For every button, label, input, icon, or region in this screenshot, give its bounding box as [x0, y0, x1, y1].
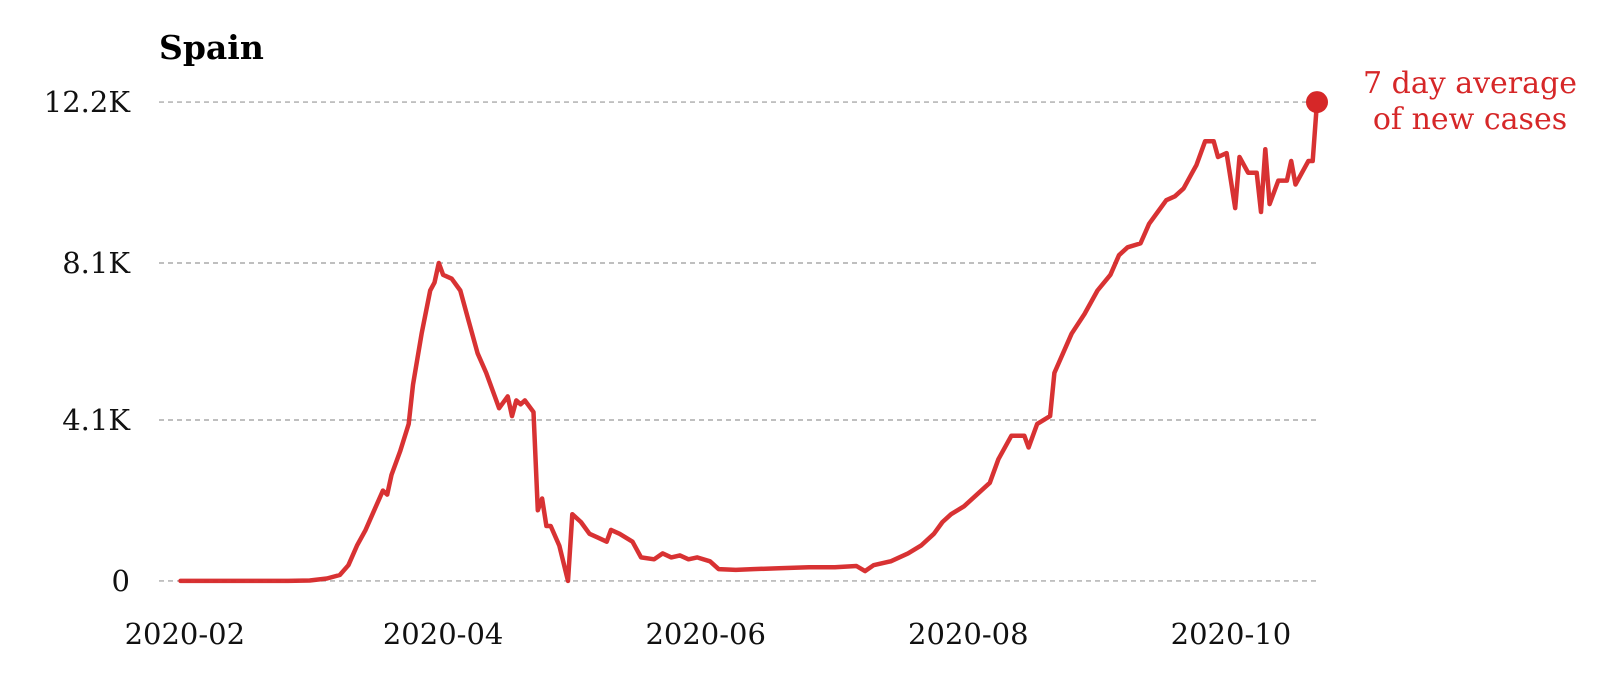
y-tick-label: 0 — [112, 564, 130, 598]
last-point-marker — [1306, 91, 1328, 114]
gridlines — [159, 101, 1317, 582]
x-axis-ticks: 2020-02 2020-04 2020-06 2020-08 2020-10 — [125, 617, 1292, 651]
x-tick-label: 2020-10 — [1171, 617, 1292, 651]
annotation: 7 day average of new cases — [1363, 66, 1577, 137]
y-tick-label: 4.1K — [62, 403, 131, 437]
chart-title: Spain — [159, 28, 264, 67]
x-tick-label: 2020-06 — [645, 617, 766, 651]
series-layer — [178, 91, 1328, 584]
x-tick-label: 2020-08 — [908, 617, 1029, 651]
annotation-line-1: 7 day average — [1363, 66, 1577, 101]
x-tick-label: 2020-04 — [383, 617, 504, 651]
x-tick-label: 2020-02 — [125, 617, 246, 651]
y-tick-label: 8.1K — [62, 246, 131, 280]
series-line — [178, 99, 1320, 584]
annotation-line-2: of new cases — [1373, 102, 1567, 137]
y-tick-label: 12.2K — [44, 85, 132, 119]
y-axis-ticks: 0 4.1K 8.1K 12.2K — [44, 85, 132, 598]
